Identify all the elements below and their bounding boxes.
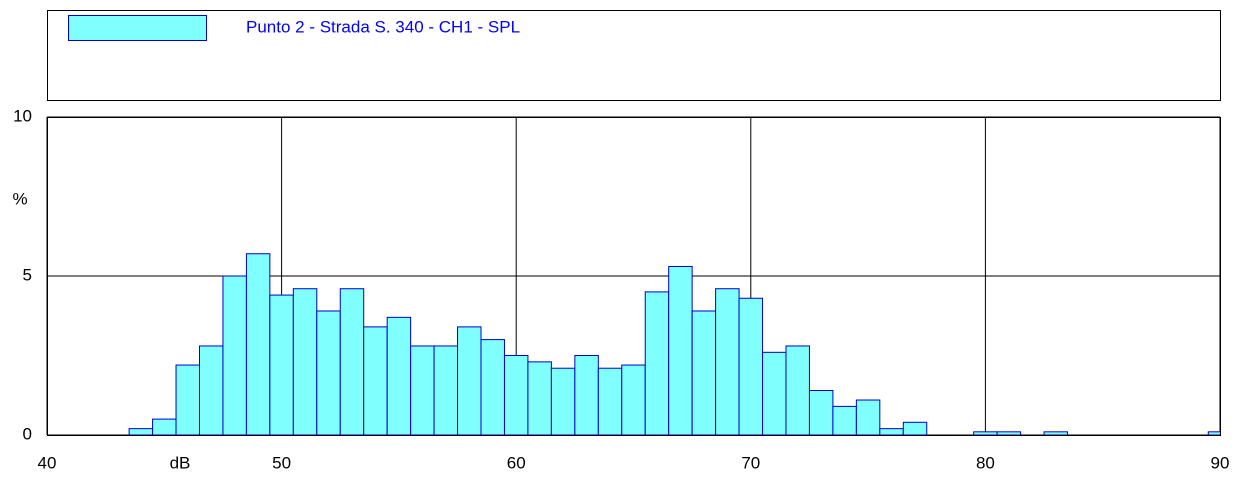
bar — [316, 310, 341, 436]
x-tick-label: 80 — [976, 453, 995, 472]
bar — [503, 355, 529, 436]
bar — [715, 288, 740, 436]
x-tick-label: 40 — [38, 453, 57, 472]
bar — [621, 364, 646, 436]
bar — [902, 421, 928, 436]
legend-swatch — [68, 15, 207, 41]
bar — [457, 326, 482, 436]
bar — [996, 431, 1022, 436]
bar — [339, 288, 365, 436]
x-tick-label: 70 — [741, 453, 760, 472]
bar — [292, 288, 318, 436]
bar — [152, 418, 177, 436]
bar — [668, 265, 693, 436]
x-tick-label: 90 — [1211, 453, 1230, 472]
bar — [855, 399, 881, 436]
bar — [597, 367, 623, 436]
y-tick-label: 5 — [23, 265, 32, 284]
y-axis-label: % — [12, 189, 27, 208]
bar — [832, 405, 857, 436]
bar — [574, 355, 599, 436]
x-tick-label: 60 — [507, 453, 526, 472]
bar — [527, 361, 552, 436]
bar — [269, 294, 294, 436]
bar — [198, 345, 224, 436]
bar — [973, 431, 998, 436]
bar — [128, 428, 154, 436]
bar — [808, 389, 834, 436]
bar — [245, 253, 271, 436]
legend-label: Punto 2 - Strada S. 340 - CH1 - SPL — [246, 17, 520, 36]
bar — [879, 428, 904, 436]
plot-frame — [47, 117, 1221, 436]
y-tick-label: 0 — [23, 424, 32, 443]
y-tick-label: 10 — [13, 106, 32, 125]
x-axis-label: dB — [170, 453, 191, 472]
bar — [1043, 431, 1069, 436]
bar — [222, 275, 247, 436]
bar — [175, 364, 200, 436]
bar — [738, 297, 764, 436]
bar — [762, 351, 787, 436]
bar — [386, 316, 412, 436]
bar — [1207, 431, 1220, 436]
bar — [410, 345, 435, 436]
x-tick-label: 50 — [272, 453, 291, 472]
bar — [644, 291, 670, 436]
bar — [785, 345, 810, 436]
bar — [433, 345, 459, 436]
bar — [480, 339, 505, 436]
bar — [550, 367, 576, 436]
bar — [363, 326, 388, 436]
legend-box — [47, 10, 1221, 101]
bar — [691, 310, 717, 436]
